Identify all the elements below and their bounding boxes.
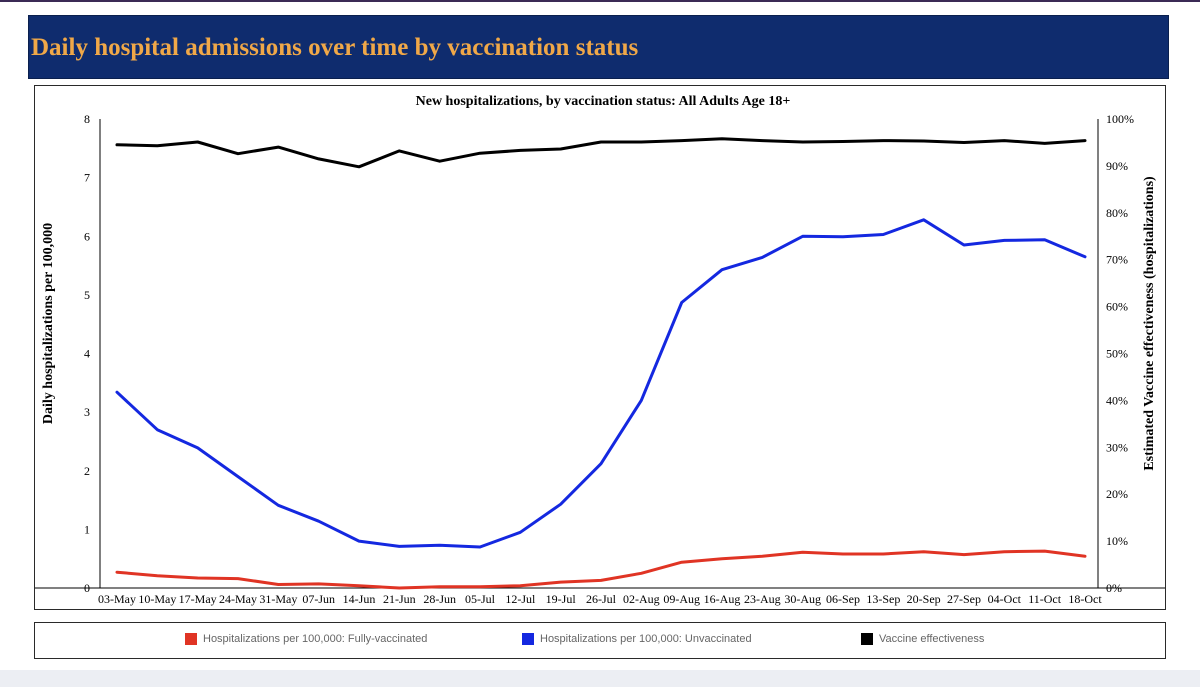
legend-swatch-blue <box>522 633 534 645</box>
x-tick-label: 28-Jun <box>423 592 456 606</box>
y2-tick-label: 20% <box>1106 487 1128 501</box>
y-tick-label: 5 <box>84 288 90 302</box>
chart-legend: Hospitalizations per 100,000: Fully-vacc… <box>34 622 1166 659</box>
y-tick-label: 0 <box>84 581 90 595</box>
y-tick-label: 3 <box>84 405 90 419</box>
x-tick-label: 23-Aug <box>744 592 781 606</box>
x-tick-label: 26-Jul <box>586 592 617 606</box>
y2-tick-label: 70% <box>1106 253 1128 267</box>
y-tick-label: 6 <box>84 229 90 243</box>
top-rule <box>0 0 1200 2</box>
bottom-band <box>0 670 1200 687</box>
dashboard-header: Daily hospital admissions over time by v… <box>28 15 1169 79</box>
legend-label: Vaccine effectiveness <box>879 633 985 645</box>
x-tick-label: 20-Sep <box>907 592 941 606</box>
x-tick-label: 11-Oct <box>1028 592 1062 606</box>
y-tick-label: 4 <box>84 347 90 361</box>
legend-label: Hospitalizations per 100,000: Unvaccinat… <box>540 633 752 645</box>
page-title: Daily hospital admissions over time by v… <box>31 34 639 61</box>
x-tick-label: 07-Jun <box>302 592 335 606</box>
x-tick-label: 21-Jun <box>383 592 416 606</box>
x-tick-label: 18-Oct <box>1068 592 1102 606</box>
y2-axis-label: Estimated Vaccine effectiveness (hospita… <box>1142 176 1157 471</box>
y2-tick-label: 60% <box>1106 300 1128 314</box>
x-tick-label: 14-Jun <box>343 592 376 606</box>
x-tick-label: 03-May <box>98 592 136 606</box>
x-tick-label: 13-Sep <box>866 592 900 606</box>
y2-tick-label: 90% <box>1106 159 1128 173</box>
legend-item-effectiveness: Vaccine effectiveness <box>861 633 984 645</box>
chart-axes <box>35 119 1165 589</box>
legend-label: Hospitalizations per 100,000: Fully-vacc… <box>203 633 428 645</box>
x-tick-label: 09-Aug <box>663 592 700 606</box>
chart-panel: New hospitalizations, by vaccination sta… <box>34 85 1166 610</box>
y2-tick-label: 100% <box>1106 112 1134 126</box>
y-axis-label: Daily hospitalizations per 100,000 <box>41 223 56 424</box>
y-tick-label: 1 <box>84 522 90 536</box>
x-tick-label: 31-May <box>259 592 297 606</box>
y-tick-label: 8 <box>84 112 90 126</box>
y2-tick-label: 80% <box>1106 206 1128 220</box>
x-tick-label: 10-May <box>138 592 176 606</box>
y2-tick-label: 0% <box>1106 581 1122 595</box>
x-tick-label: 12-Jul <box>505 592 536 606</box>
x-tick-label: 04-Oct <box>988 592 1022 606</box>
x-tick-label: 06-Sep <box>826 592 860 606</box>
x-tick-label: 17-May <box>179 592 217 606</box>
legend-item-fully-vaccinated: Hospitalizations per 100,000: Fully-vacc… <box>185 633 427 645</box>
x-tick-label: 27-Sep <box>947 592 981 606</box>
x-tick-label: 02-Aug <box>623 592 660 606</box>
x-tick-label: 05-Jul <box>465 592 496 606</box>
y2-tick-label: 50% <box>1106 347 1128 361</box>
x-tick-label: 30-Aug <box>784 592 821 606</box>
tick-labels: 0123456780%10%20%30%40%50%60%70%80%90%10… <box>84 112 1134 606</box>
x-tick-label: 19-Jul <box>546 592 577 606</box>
series-line-2 <box>115 137 1087 169</box>
legend-swatch-black <box>861 633 873 645</box>
y2-tick-label: 30% <box>1106 440 1128 454</box>
y-tick-label: 7 <box>84 171 90 185</box>
y2-tick-label: 40% <box>1106 393 1128 407</box>
series-line-1 <box>115 218 1087 549</box>
series-lines <box>115 137 1087 590</box>
chart-title: New hospitalizations, by vaccination sta… <box>416 94 791 109</box>
y2-tick-label: 10% <box>1106 534 1128 548</box>
series-line-0 <box>115 549 1087 590</box>
legend-swatch-red <box>185 633 197 645</box>
x-tick-label: 24-May <box>219 592 257 606</box>
line-chart: New hospitalizations, by vaccination sta… <box>35 94 1165 606</box>
legend-item-unvaccinated: Hospitalizations per 100,000: Unvaccinat… <box>522 633 752 645</box>
x-tick-label: 16-Aug <box>704 592 741 606</box>
y-tick-label: 2 <box>84 464 90 478</box>
